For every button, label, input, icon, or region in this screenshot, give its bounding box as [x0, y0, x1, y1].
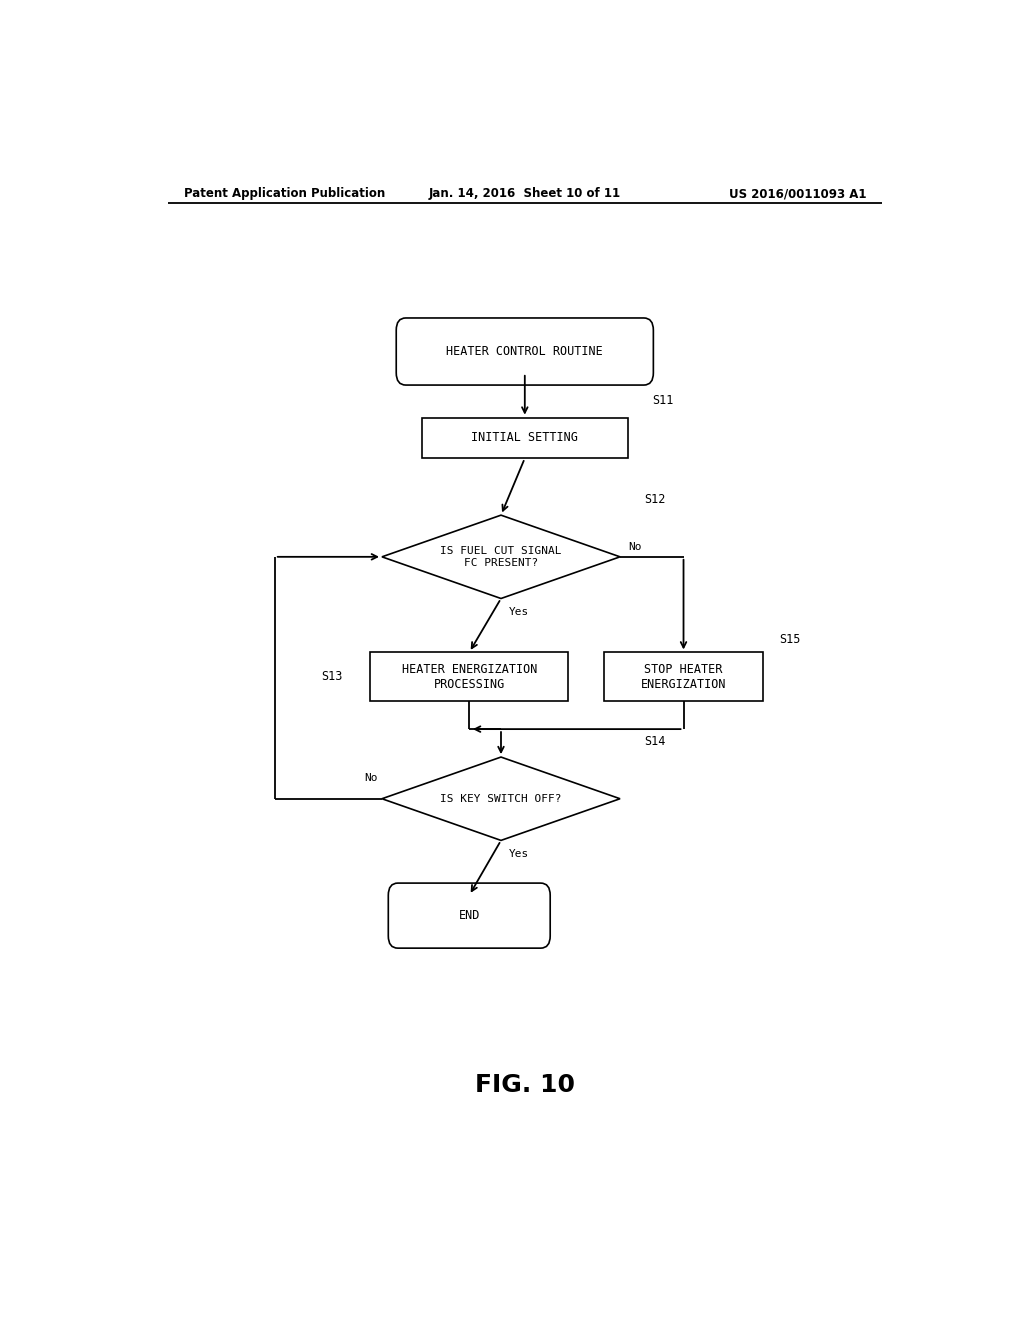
- Text: S15: S15: [778, 634, 800, 647]
- Bar: [422, 417, 628, 458]
- Polygon shape: [382, 758, 620, 841]
- Text: HEATER CONTROL ROUTINE: HEATER CONTROL ROUTINE: [446, 345, 603, 358]
- FancyBboxPatch shape: [396, 318, 653, 385]
- Text: HEATER ENERGIZATION
PROCESSING: HEATER ENERGIZATION PROCESSING: [401, 663, 537, 690]
- Bar: [604, 652, 763, 701]
- Text: Patent Application Publication: Patent Application Publication: [183, 187, 385, 201]
- Text: FIG. 10: FIG. 10: [475, 1073, 574, 1097]
- Text: No: No: [365, 774, 378, 784]
- Text: No: No: [628, 541, 641, 552]
- Text: STOP HEATER
ENERGIZATION: STOP HEATER ENERGIZATION: [641, 663, 726, 690]
- Bar: [370, 652, 568, 701]
- Text: Jan. 14, 2016  Sheet 10 of 11: Jan. 14, 2016 Sheet 10 of 11: [429, 187, 621, 201]
- Text: S14: S14: [644, 735, 666, 748]
- Text: END: END: [459, 909, 480, 923]
- Text: S12: S12: [644, 492, 666, 506]
- Text: Yes: Yes: [509, 849, 529, 858]
- Text: Yes: Yes: [509, 607, 529, 616]
- Text: IS FUEL CUT SIGNAL
FC PRESENT?: IS FUEL CUT SIGNAL FC PRESENT?: [440, 546, 562, 568]
- Text: S13: S13: [321, 671, 342, 684]
- Text: IS KEY SWITCH OFF?: IS KEY SWITCH OFF?: [440, 793, 562, 804]
- Text: INITIAL SETTING: INITIAL SETTING: [471, 432, 579, 445]
- Polygon shape: [382, 515, 620, 598]
- Text: US 2016/0011093 A1: US 2016/0011093 A1: [728, 187, 866, 201]
- Text: S11: S11: [652, 395, 673, 408]
- FancyBboxPatch shape: [388, 883, 550, 948]
